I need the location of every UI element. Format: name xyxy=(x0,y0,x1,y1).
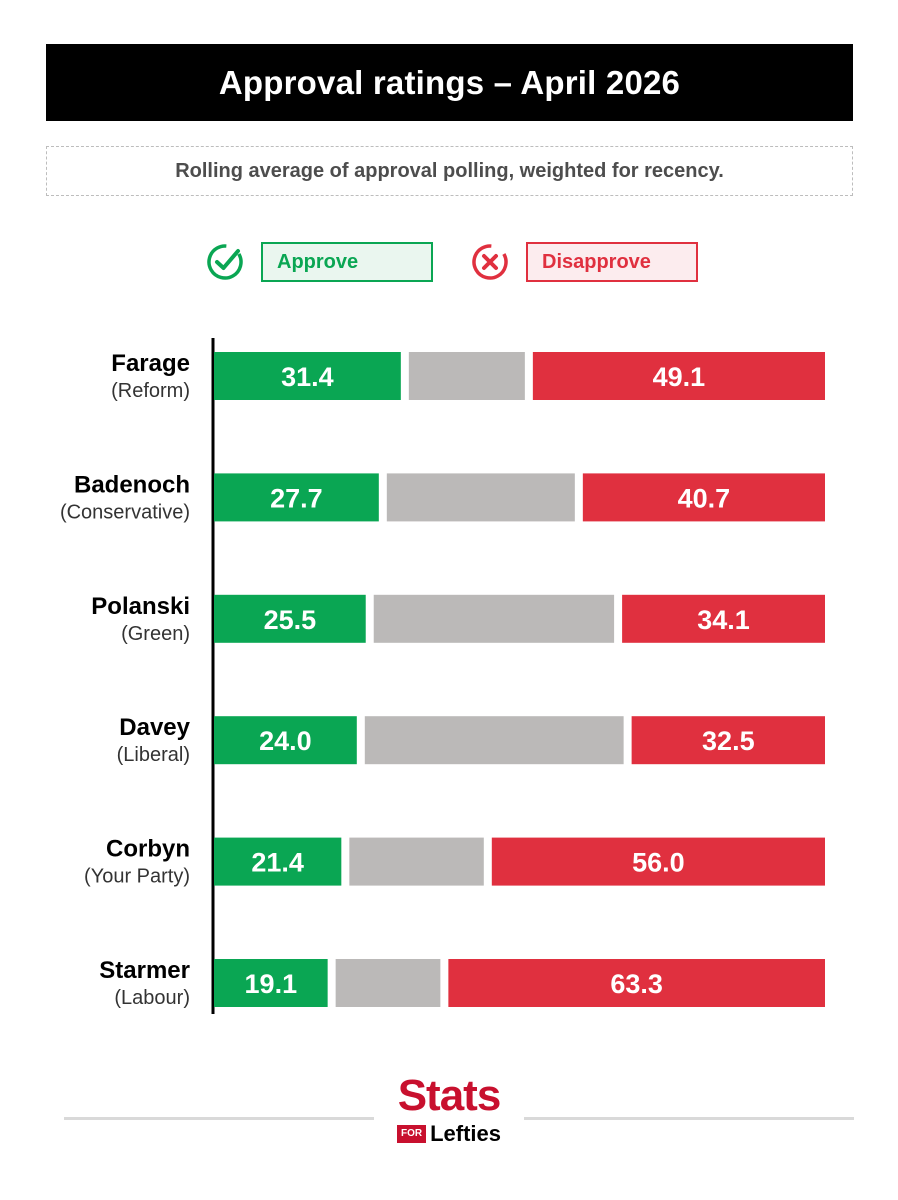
data-label-approve-corbyn: 21.4 xyxy=(251,848,304,878)
bar-approve-davey xyxy=(214,716,357,765)
tick-label-corbyn: Corbyn xyxy=(106,836,190,863)
check-circle-icon xyxy=(207,244,243,280)
logo-for-text: FOR xyxy=(396,1125,427,1143)
party-label-starmer: (Labour) xyxy=(114,987,190,1009)
data-label-disapprove-davey: 32.5 xyxy=(702,726,755,756)
bar-approve-corbyn xyxy=(214,837,342,886)
tick-label-starmer: Starmer xyxy=(99,957,190,984)
bar-neutral-davey xyxy=(364,716,624,765)
footer-line-left xyxy=(64,1117,374,1120)
data-label-disapprove-badenoch: 40.7 xyxy=(678,483,731,513)
data-label-disapprove-farage: 49.1 xyxy=(653,362,706,392)
bar-disapprove-corbyn xyxy=(491,837,825,886)
bar-disapprove-starmer xyxy=(448,959,825,1007)
legend-disapprove: Disapprove xyxy=(470,240,698,284)
bar-neutral-starmer xyxy=(335,959,441,1007)
tick-label-badenoch: Badenoch xyxy=(74,471,190,498)
party-label-davey: (Liberal) xyxy=(117,744,190,766)
data-label-disapprove-polanski: 34.1 xyxy=(697,605,750,635)
legend-approve: Approve xyxy=(205,240,433,284)
party-label-farage: (Reform) xyxy=(111,380,190,402)
bar-neutral-farage xyxy=(408,352,525,400)
data-label-approve-badenoch: 27.7 xyxy=(270,483,323,513)
data-label-approve-polanski: 25.5 xyxy=(264,605,317,635)
bar-neutral-badenoch xyxy=(386,473,575,522)
tick-label-davey: Davey xyxy=(119,714,190,741)
bar-neutral-corbyn xyxy=(349,837,484,886)
bar-approve-badenoch xyxy=(214,473,379,522)
party-label-corbyn: (Your Party) xyxy=(84,866,190,888)
tick-label-farage: Farage xyxy=(111,350,190,377)
chart-title: Approval ratings – April 2026 xyxy=(46,44,853,121)
logo-lefties-text: Lefties xyxy=(430,1121,502,1146)
logo-main-text: Stats xyxy=(397,1071,502,1120)
chart-subtitle: Rolling average of approval polling, wei… xyxy=(46,146,853,196)
bar-disapprove-davey xyxy=(631,716,825,765)
legend-disapprove-label: Disapprove xyxy=(526,242,698,282)
bar-neutral-polanski xyxy=(373,594,615,643)
party-label-badenoch: (Conservative) xyxy=(60,501,190,523)
bar-approve-farage xyxy=(214,352,401,400)
stats-for-lefties-logo: Stats FOR Lefties xyxy=(396,1074,502,1146)
data-label-approve-starmer: 19.1 xyxy=(245,969,298,999)
legend-approve-label: Approve xyxy=(261,242,433,282)
data-label-disapprove-starmer: 63.3 xyxy=(610,969,663,999)
x-circle-icon xyxy=(472,244,508,280)
footer-line-right xyxy=(524,1117,854,1120)
party-label-polanski: (Green) xyxy=(121,623,190,645)
data-label-approve-davey: 24.0 xyxy=(259,726,312,756)
bar-disapprove-badenoch xyxy=(582,473,825,522)
bar-disapprove-polanski xyxy=(622,594,825,643)
data-label-disapprove-corbyn: 56.0 xyxy=(632,848,685,878)
bar-approve-polanski xyxy=(214,594,366,643)
approval-bar-chart: Farage (Reform) 31.4 49.1 Badenoch (Conservat… xyxy=(60,338,825,1014)
bar-disapprove-farage xyxy=(532,352,825,400)
bar-approve-starmer xyxy=(214,959,328,1007)
tick-label-polanski: Polanski xyxy=(91,593,190,620)
data-label-approve-farage: 31.4 xyxy=(281,362,334,392)
